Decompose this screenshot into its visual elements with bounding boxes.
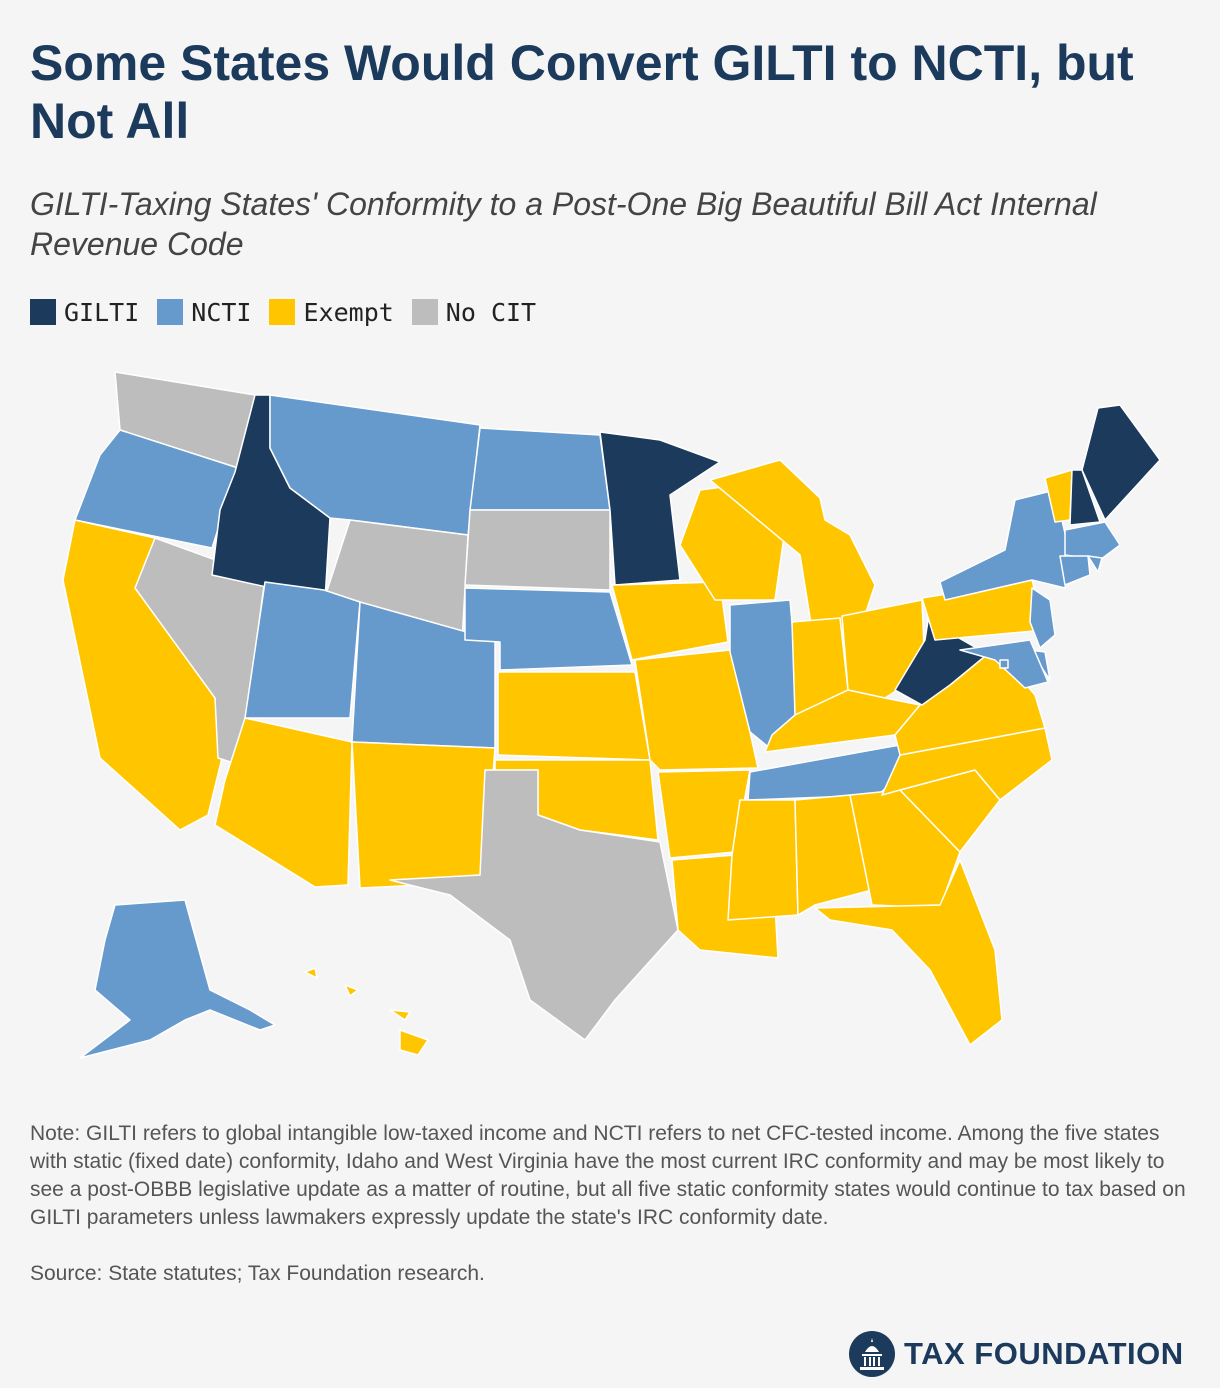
legend-item-gilti: GILTI: [30, 298, 139, 327]
state-ms: [727, 799, 799, 921]
logo-text: TAX FOUNDATION: [904, 1336, 1184, 1371]
chart-subtitle: GILTI-Taxing States' Conformity to a Pos…: [30, 186, 1097, 262]
state-ia: [611, 581, 729, 661]
state-ma: [1064, 521, 1121, 561]
legend-item-ncti: NCTI: [157, 298, 251, 327]
state-ct: [1059, 555, 1091, 586]
state-hi: [304, 967, 429, 1056]
legend-swatch-no-cit: [411, 299, 438, 325]
legend-item-exempt: Exempt: [269, 297, 394, 327]
legend-label-exempt: Exempt: [303, 297, 394, 327]
state-nm: [351, 741, 496, 889]
state-mn: [599, 431, 721, 586]
legend-label-no-cit: No CIT: [445, 297, 537, 327]
legend-swatch-gilti: [30, 299, 56, 325]
legend-swatch-exempt: [269, 299, 296, 325]
state-sd: [464, 509, 611, 591]
state-ks: [497, 671, 651, 761]
state-dc: [999, 659, 1009, 669]
legend: GILTI NCTI Exempt No CIT: [30, 296, 554, 328]
us-state-map: [62, 371, 1161, 1059]
state-al: [794, 794, 873, 916]
state-me: [1081, 404, 1161, 521]
state-fl: [814, 859, 1003, 1046]
chart-title: Some States Would Convert GILTI to NCTI,…: [30, 35, 1134, 149]
state-ut: [244, 581, 361, 719]
state-mi: [709, 459, 876, 631]
legend-label-gilti: GILTI: [64, 297, 140, 327]
tax-foundation-logo: TAX FOUNDATION: [848, 1330, 1184, 1378]
state-nh: [1069, 469, 1101, 526]
state-tx: [389, 769, 679, 1041]
legend-label-ncti: NCTI: [191, 297, 252, 327]
state-ky: [764, 689, 921, 753]
state-ny: [939, 489, 1071, 601]
state-ri: [1087, 555, 1103, 573]
legend-item-no-cit: No CIT: [411, 297, 537, 327]
state-nj: [1029, 587, 1056, 649]
source-text: Source: State statutes; Tax Foundation r…: [30, 1262, 485, 1285]
state-ak: [79, 899, 276, 1059]
capitol-dome-icon: [849, 1331, 895, 1377]
state-ne: [464, 587, 633, 671]
state-nd: [469, 427, 611, 511]
legend-swatch-ncti: [157, 299, 184, 325]
state-nc: [881, 727, 1053, 801]
note-text: Note: GILTI refers to global intangible …: [30, 1122, 1186, 1229]
